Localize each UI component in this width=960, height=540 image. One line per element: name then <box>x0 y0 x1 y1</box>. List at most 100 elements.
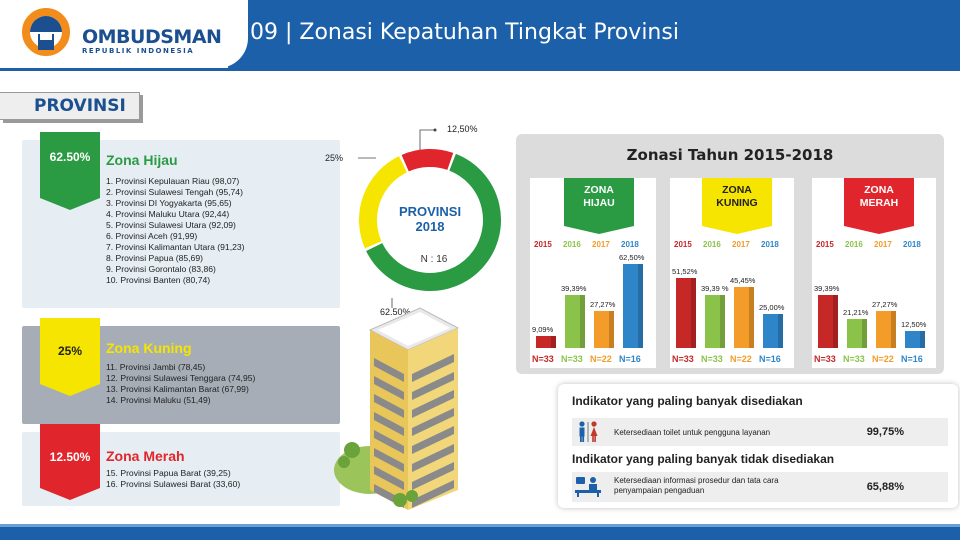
zone-history-bar <box>594 311 614 348</box>
zone-green-panel: 62.50% Zona Hijau 1. Provinsi Kepulauan … <box>22 132 340 308</box>
province-list-item: 16. Provinsi Sulawesi Barat (33,60) <box>106 479 241 489</box>
bar-value-label: 39,39% <box>814 283 840 293</box>
indicator-least-title: Indikator yang paling banyak tidak dised… <box>572 452 835 466</box>
donut-n-label: N : 16 <box>421 254 448 265</box>
zone-history-bar <box>536 335 556 348</box>
zone-history-ribbon: ZONA HIJAU <box>564 178 634 234</box>
province-list-item: 12. Provinsi Sulawesi Tenggara (74,95) <box>106 373 256 383</box>
zone-yellow-list: 11. Provinsi Jambi (78,45) 12. Provinsi S… <box>106 362 255 406</box>
toilet-icon <box>579 421 598 442</box>
zone-history-bar <box>905 331 925 348</box>
donut-segment-yellow <box>359 156 408 249</box>
logo-subtitle: REPUBLIK INDONESIA <box>82 47 195 55</box>
ombudsman-logo: OMBUDSMAN REPUBLIK INDONESIA <box>20 8 222 58</box>
sample-size-label: N=16 <box>619 354 641 364</box>
bar-value-label: 39,39 % <box>701 283 729 293</box>
donut-segment-red <box>401 149 454 172</box>
bar-value-label: 62,50% <box>619 252 645 262</box>
zone-red-badge: 12.50% <box>40 424 100 500</box>
zone-ribbon-line2: KUNING <box>716 197 758 209</box>
zone-history-card: ZONA HIJAU 2015 9,09% N=33 2016 39,39% N=33 2017… <box>530 178 656 368</box>
donut-label-red: 12,50% <box>447 124 478 134</box>
bar-value-label: 27,27% <box>590 300 616 310</box>
zone-red-panel: 12.50% Zona Merah 15. Provinsi Papua Bar… <box>22 424 340 506</box>
zone-history-card: ZONA MERAH 2015 39,39% N=33 2016 21,21% N=33 201… <box>812 178 936 368</box>
indicator-least-row: Ketersediaan informasi prosedur dan tata… <box>572 472 948 502</box>
sample-size-label: N=22 <box>872 354 894 364</box>
indicator-least-text-line2: penyampaian pengaduan <box>614 486 705 495</box>
zone-green-title: Zona Hijau <box>106 152 178 168</box>
zone-yellow-badge: 25% <box>40 318 100 396</box>
sample-size-label: N=22 <box>730 354 752 364</box>
province-list-item: 2. Provinsi Sulawesi Tengah (95,74) <box>106 187 243 197</box>
bar-value-label: 39,39% <box>561 283 587 293</box>
bar-value-label: 12,50% <box>901 320 927 330</box>
zone-yellow-title: Zona Kuning <box>106 340 192 356</box>
bar-value-label: 27,27% <box>872 300 898 310</box>
section-tab-label: PROVINSI <box>34 96 126 116</box>
indicator-most-text: Ketersediaan toilet untuk pengguna layan… <box>614 428 771 437</box>
sample-size-label: N=22 <box>590 354 612 364</box>
zone-ribbon-line1: ZONA <box>584 184 614 196</box>
header-bar <box>228 0 960 68</box>
sample-size-label: N=33 <box>532 354 554 364</box>
sample-size-label: N=16 <box>901 354 923 364</box>
bar-value-label: 9,09% <box>532 324 554 334</box>
section-tab: PROVINSI <box>0 92 140 120</box>
zone-history-card: ZONA KUNING 2015 51,52% N=33 2016 39,39 % N=33 2… <box>670 178 794 368</box>
logo-name: OMBUDSMAN <box>82 26 222 48</box>
zone-history-bar <box>623 263 643 348</box>
zone-history-ribbon: ZONA MERAH <box>844 178 914 234</box>
building-illustration <box>334 307 460 510</box>
zonasi-history-panel: Zonasi Tahun 2015-2018 ZONA HIJAU 2015 9,09… <box>516 134 944 374</box>
province-list-item: 6. Provinsi Aceh (91,99) <box>106 231 198 241</box>
zone-history-bar <box>676 278 696 348</box>
zone-red-list: 15. Provinsi Papua Barat (39,25) 16. Prov… <box>106 468 240 490</box>
year-label: 2017 <box>874 240 892 249</box>
zone-ribbon-line2: MERAH <box>859 197 899 209</box>
ombudsman-logo-icon <box>22 8 70 56</box>
complaint-desk-icon <box>575 477 601 497</box>
indicator-least-text-line1: Ketersediaan informasi prosedur dan tata… <box>614 476 779 485</box>
zone-history-bar <box>847 319 867 348</box>
province-list-item: 3. Provinsi DI Yogyakarta (95,65) <box>106 198 232 208</box>
header-underline <box>0 68 960 71</box>
sample-size-label: N=33 <box>701 354 723 364</box>
donut-segment-green <box>366 153 501 291</box>
bar-value-label: 21,21% <box>843 308 869 318</box>
zone-ribbon-line1: ZONA <box>864 184 894 196</box>
year-label: 2015 <box>534 240 552 249</box>
zone-yellow-panel: 25% Zona Kuning 11. Provinsi Jambi (78,4… <box>22 318 340 424</box>
zone-history-bar <box>818 294 838 348</box>
indicator-least-value: 65,88% <box>866 481 904 493</box>
province-list-item: 5. Provinsi Sulawesi Utara (92,09) <box>106 220 236 230</box>
zone-history-ribbon: ZONA KUNING <box>702 178 772 234</box>
zone-history-bar <box>705 294 725 348</box>
sample-size-label: N=33 <box>814 354 836 364</box>
donut-leader-lines <box>358 128 437 308</box>
sample-size-label: N=33 <box>561 354 583 364</box>
zone-history-bar <box>876 311 896 348</box>
zone-ribbon-line2: HIJAU <box>583 197 615 209</box>
province-list-item: 1. Provinsi Kepulauan Riau (98,07) <box>106 176 240 186</box>
zone-green-badge: 62.50% <box>40 132 100 210</box>
bar-value-label: 25,00% <box>759 303 785 313</box>
indicator-most-title: Indikator yang paling banyak disediakan <box>572 394 803 408</box>
province-donut-chart: PROVINSI 2018 N : 16 <box>359 149 501 291</box>
zonasi-history-title: Zonasi Tahun 2015-2018 <box>626 146 834 164</box>
footer-bar <box>0 527 960 540</box>
province-list-item: 15. Provinsi Papua Barat (39,25) <box>106 468 231 478</box>
page-title: 09 | Zonasi Kepatuhan Tingkat Provinsi <box>250 20 679 45</box>
indicator-most-value: 99,75% <box>866 426 904 438</box>
zone-history-bar <box>763 314 783 348</box>
donut-center-title: PROVINSI <box>399 204 461 219</box>
zone-ribbon-line1: ZONA <box>722 184 752 196</box>
zone-history-bar <box>734 286 754 348</box>
province-list-item: 4. Provinsi Maluku Utara (92,44) <box>106 209 230 219</box>
sample-size-label: N=16 <box>759 354 781 364</box>
bar-value-label: 51,52% <box>672 267 698 277</box>
indicator-most-row: Ketersediaan toilet untuk pengguna layan… <box>572 418 948 446</box>
year-label: 2016 <box>563 240 581 249</box>
indicator-least-text: Ketersediaan informasi prosedur dan tata… <box>614 476 779 496</box>
province-list-item: 8. Provinsi Papua (85,69) <box>106 253 203 263</box>
